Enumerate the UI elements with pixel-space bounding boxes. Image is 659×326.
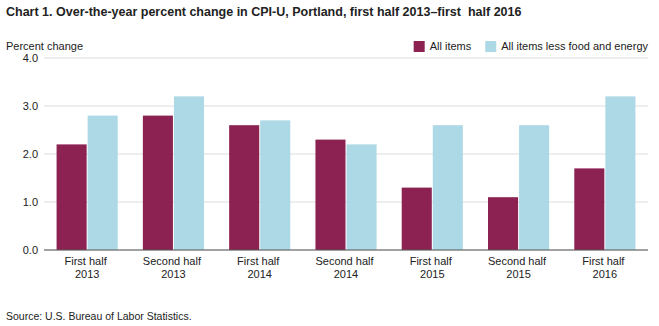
legend-swatch bbox=[485, 41, 496, 52]
y-tick-label: 1.0 bbox=[23, 196, 38, 208]
y-tick-label: 0.0 bbox=[23, 244, 38, 256]
bar: All items, Second half 2014: 2.3 bbox=[315, 140, 345, 250]
y-axis-label: Percent change bbox=[6, 40, 83, 52]
x-tick-label: First half 2014 bbox=[237, 255, 282, 280]
bar: All items, Second half 2013: 2.8 bbox=[143, 116, 173, 250]
bar: All items less food and energy, Second h… bbox=[174, 96, 204, 250]
legend-label: All items bbox=[430, 40, 472, 52]
x-tick-label: First half 2013 bbox=[65, 255, 110, 280]
legend-swatch bbox=[414, 41, 425, 52]
bar: All items less food and energy, Second h… bbox=[519, 125, 549, 250]
grid-line bbox=[44, 202, 648, 203]
y-tick-label: 3.0 bbox=[23, 100, 38, 112]
bar: All items, First half 2013: 2.2 bbox=[57, 144, 87, 250]
title: Chart 1. Over-the-year percent change in… bbox=[6, 5, 521, 19]
y-tick-label: 2.0 bbox=[23, 148, 38, 160]
x-tick-label: Second half 2013 bbox=[143, 255, 204, 280]
x-axis-line bbox=[44, 250, 648, 251]
bar: All items, First half 2015: 1.3 bbox=[402, 188, 432, 250]
y-tick-label: 4.0 bbox=[23, 52, 38, 64]
grid-line bbox=[44, 154, 648, 155]
bar: All items, First half 2016: 1.7 bbox=[574, 168, 604, 250]
bar: All items less food and energy, First ha… bbox=[260, 120, 290, 250]
x-tick-label: Second half 2015 bbox=[488, 255, 549, 280]
chart: Chart 1. Over-the-year percent change in… bbox=[0, 0, 659, 326]
source: Source: U.S. Bureau of Labor Statistics. bbox=[6, 310, 192, 322]
legend: All items less food and energy All items bbox=[414, 40, 649, 52]
grid-line bbox=[44, 106, 648, 107]
x-tick-label: First half 2015 bbox=[410, 255, 455, 280]
bar: All items, First half 2014: 2.6 bbox=[229, 125, 259, 250]
bar: All items, Second half 2015: 1.1 bbox=[488, 197, 518, 250]
bar: All items less food and energy, First ha… bbox=[88, 116, 118, 250]
bar: All items less food and energy, First ha… bbox=[605, 96, 635, 250]
legend-label: All items less food and energy bbox=[501, 40, 648, 52]
x-tick-label: First half 2016 bbox=[582, 255, 627, 280]
bar: All items less food and energy, First ha… bbox=[433, 125, 463, 250]
x-tick-label: Second half 2014 bbox=[315, 255, 376, 280]
bars: All items, First half 2013: 2.2All items… bbox=[57, 96, 636, 250]
grid-line bbox=[44, 250, 648, 251]
grid bbox=[44, 58, 648, 250]
grid-line bbox=[44, 58, 648, 59]
bar: All items less food and energy, Second h… bbox=[347, 144, 377, 250]
